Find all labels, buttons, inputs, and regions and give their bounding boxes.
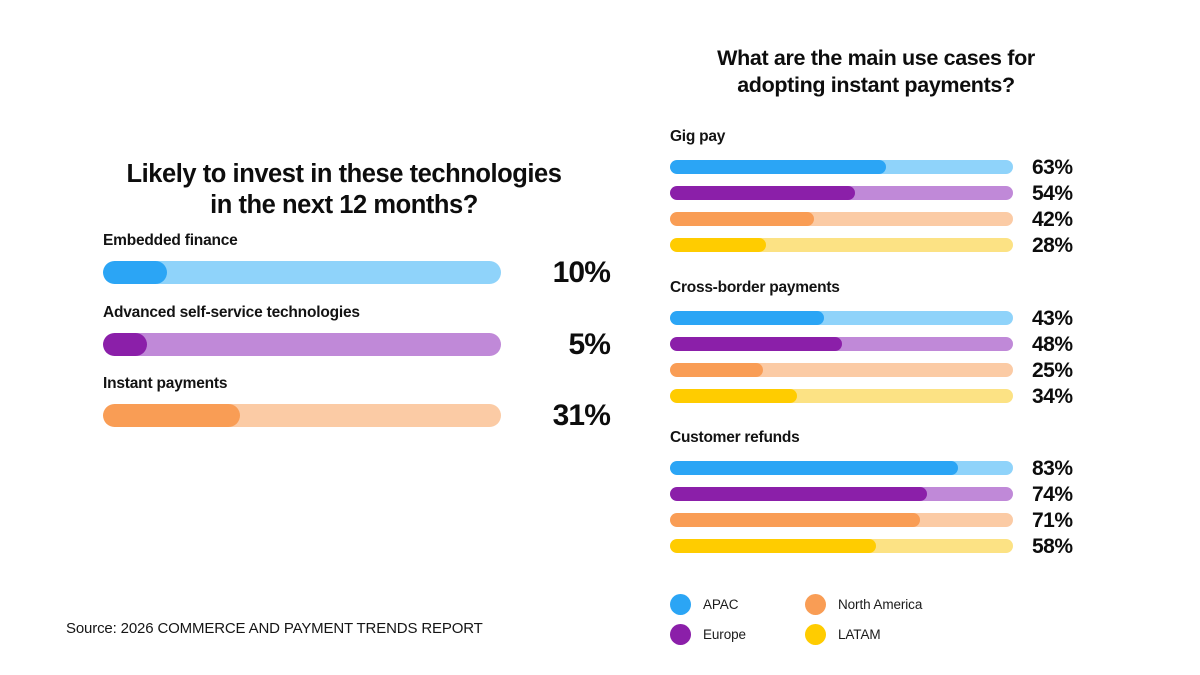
legend-item-north-america: North America [805,593,1090,615]
use-case-bar-fill [670,363,763,378]
use-case-bar-fill [670,539,876,554]
legend-label-north-america: North America [838,596,923,612]
use-case-bar-row: 28% [670,232,1130,258]
use-case-bar-value: 74% [1032,482,1073,506]
use-case-bar-value: 71% [1032,508,1073,532]
use-case-bar-row: 74% [670,481,1130,507]
invest-bar-value: 5% [568,328,610,362]
use-case-bar-fill [670,238,767,253]
legend-swatch-apac [670,593,691,615]
right-chart-title-line-1: What are the main use cases for [717,46,1035,70]
invest-bar-line: 5% [103,328,627,360]
left-chart-title-line-2: in the next 12 months? [210,191,478,220]
invest-bar-value: 10% [552,256,611,290]
use-case-group-label: Cross-border payments [670,279,840,296]
legend-swatch-latam [805,623,826,645]
use-case-bar-value: 48% [1032,332,1073,356]
invest-bar-label: Advanced self-service technologies [103,304,360,321]
use-case-bar-row: 63% [670,154,1130,180]
use-case-group: Customer refunds 83% 74% 71% 58% [670,429,1130,559]
legend-item-apac: APAC [670,593,805,615]
use-case-bar-fill [670,487,928,502]
legend-label-apac: APAC [703,596,739,612]
use-case-bar-fill [670,389,797,404]
use-case-bar-row: 58% [670,533,1130,559]
right-chart-title-line-2: adopting instant payments? [737,73,1015,98]
source-caption: Source: 2026 COMMERCE AND PAYMENT TRENDS… [66,620,483,637]
invest-bar-track [103,332,501,356]
legend-swatch-north-america [805,593,826,615]
use-case-bar-row: 71% [670,507,1130,533]
use-case-bar-track [670,461,1013,476]
use-case-bar-track [670,363,1013,378]
invest-bar-row: Instant payments 31% [103,375,627,431]
legend-label-europe: Europe [703,626,746,642]
use-case-bar-track [670,513,1013,528]
use-case-group: Cross-border payments 43% 48% 25% 34% [670,279,1130,409]
use-case-bar-value: 63% [1032,155,1073,179]
use-case-bar-row: 42% [670,206,1130,232]
invest-bar-track [103,403,501,427]
invest-bar-track [103,260,501,284]
invest-bar-line: 10% [103,256,627,288]
legend-item-latam: LATAM [805,623,1090,645]
use-case-bar-fill [670,186,856,201]
use-case-bar-track [670,487,1013,502]
legend-swatch-europe [670,623,691,645]
invest-bar-line: 31% [103,399,627,431]
use-case-bar-value: 28% [1032,233,1073,257]
invest-bar-row: Advanced self-service technologies 5% [103,304,627,360]
invest-bar-row: Embedded finance 10% [103,232,627,288]
chart-legend: APAC North America Europe LATAM [670,589,1090,649]
use-case-group-label: Customer refunds [670,429,800,446]
use-case-bar-row: 43% [670,305,1130,331]
right-chart-title: What are the main use cases for adopting… [666,45,1086,99]
use-case-bar-track [670,238,1013,253]
legend-label-latam: LATAM [838,626,881,642]
use-case-bar-track [670,337,1013,352]
use-case-bar-value: 34% [1032,384,1073,408]
left-chart-title-line-1: Likely to invest in these technologies [126,160,562,188]
use-case-bar-track [670,539,1013,554]
use-case-bar-track [670,186,1013,201]
left-chart-title: Likely to invest in these technologies i… [98,159,590,221]
invest-bar-value: 31% [552,399,611,433]
use-case-bar-track [670,212,1013,227]
use-case-bar-row: 34% [670,383,1130,409]
invest-bar-label: Instant payments [103,375,228,392]
invest-bar-fill [103,260,167,284]
use-case-bar-track [670,389,1013,404]
use-case-bar-track [670,311,1013,326]
use-case-bar-value: 54% [1032,181,1073,205]
use-case-bar-fill [670,212,815,227]
use-case-bar-row: 25% [670,357,1130,383]
legend-item-europe: Europe [670,623,805,645]
use-case-bar-value: 25% [1032,358,1073,382]
use-case-bar-value: 58% [1032,534,1073,558]
use-case-bar-row: 83% [670,455,1130,481]
use-case-bar-fill [670,513,921,528]
invest-bar-label: Embedded finance [103,232,238,249]
use-case-bar-value: 42% [1032,207,1073,231]
invest-chart-panel: Likely to invest in these technologies i… [62,0,622,675]
invest-bar-fill [103,403,241,427]
invest-bar-fill [103,332,147,356]
use-case-bar-value: 43% [1032,306,1073,330]
use-case-bar-value: 83% [1032,456,1073,480]
use-case-bar-fill [670,461,959,476]
use-case-bar-fill [670,160,887,175]
use-case-bar-row: 48% [670,331,1130,357]
use-case-group-label: Gig pay [670,128,726,145]
use-case-group: Gig pay 63% 54% 42% 28% [670,128,1130,258]
use-case-bar-track [670,160,1013,175]
use-case-bar-row: 54% [670,180,1130,206]
use-case-bar-fill [670,311,825,326]
use-cases-chart-panel: What are the main use cases for adopting… [666,0,1136,675]
use-case-bar-fill [670,337,842,352]
